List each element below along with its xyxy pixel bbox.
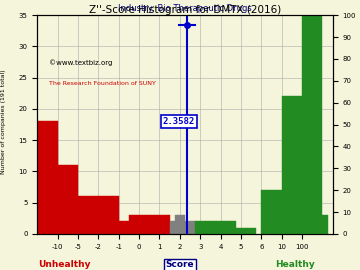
Bar [317,215,328,234]
Text: 2.3582: 2.3582 [163,117,195,126]
Text: Industry: Bio Therapeutic Drugs: Industry: Bio Therapeutic Drugs [118,4,252,13]
Bar [129,215,139,234]
Text: ©www.textbiz.org: ©www.textbiz.org [49,59,112,66]
Text: Score: Score [166,260,194,269]
Bar [170,221,180,234]
Title: Z''-Score Histogram for DMTX (2016): Z''-Score Histogram for DMTX (2016) [89,5,281,15]
Bar [195,221,205,234]
Bar [216,221,226,234]
Bar [185,221,195,234]
Bar [149,215,159,234]
Bar [282,96,302,234]
Text: The Research Foundation of SUNY: The Research Foundation of SUNY [49,81,156,86]
Text: Healthy: Healthy [275,260,315,269]
Bar [37,122,58,234]
Bar [98,197,119,234]
Bar [175,215,185,234]
Bar [226,221,236,234]
Bar [261,190,282,234]
Text: Number of companies (191 total): Number of companies (191 total) [1,69,6,174]
Bar [205,221,216,234]
Bar [139,215,149,234]
Bar [236,228,246,234]
Bar [119,221,129,234]
Bar [246,228,256,234]
Text: Unhealthy: Unhealthy [39,260,91,269]
Bar [78,197,98,234]
Bar [58,165,78,234]
Bar [159,215,170,234]
Bar [302,0,323,234]
